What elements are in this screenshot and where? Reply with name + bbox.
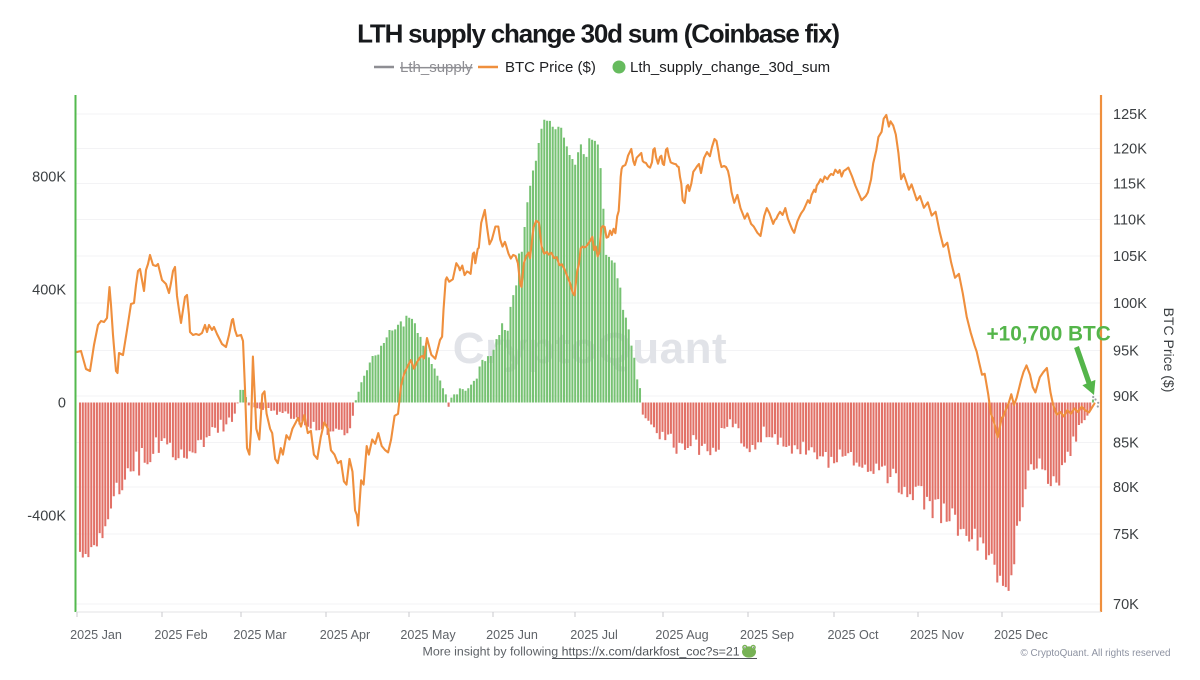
svg-text:75K: 75K — [1113, 527, 1139, 543]
svg-text:More insight by following http: More insight by following https://x.com/… — [423, 645, 740, 659]
svg-text:2025 Oct: 2025 Oct — [827, 628, 879, 642]
svg-text:120K: 120K — [1113, 142, 1147, 158]
svg-text:2025 Aug: 2025 Aug — [655, 628, 708, 642]
svg-text:2025 Dec: 2025 Dec — [994, 628, 1048, 642]
svg-text:70K: 70K — [1113, 597, 1139, 613]
svg-text:90K: 90K — [1113, 389, 1139, 405]
svg-text:105K: 105K — [1113, 249, 1147, 265]
svg-text:85K: 85K — [1113, 436, 1139, 452]
svg-text:2025 Jan: 2025 Jan — [70, 628, 122, 642]
svg-text:2025 Jul: 2025 Jul — [570, 628, 618, 642]
svg-text:LTH supply change 30d sum (Coi: LTH supply change 30d sum (Coinbase fix) — [357, 19, 839, 49]
svg-text:400K: 400K — [32, 283, 66, 299]
svg-text:800K: 800K — [32, 170, 66, 186]
svg-text:2025 Jun: 2025 Jun — [486, 628, 538, 642]
svg-text:80K: 80K — [1113, 480, 1139, 496]
svg-text:2025 Apr: 2025 Apr — [320, 628, 370, 642]
svg-text:95K: 95K — [1113, 344, 1139, 360]
svg-text:BTC Price ($): BTC Price ($) — [1161, 308, 1177, 393]
svg-text:110K: 110K — [1113, 213, 1146, 229]
svg-text:115K: 115K — [1113, 177, 1146, 193]
svg-text:+10,700 BTC: +10,700 BTC — [987, 323, 1111, 346]
svg-text:2025 Sep: 2025 Sep — [740, 628, 794, 642]
svg-text:Lth_supply_change_30d_sum: Lth_supply_change_30d_sum — [630, 59, 830, 76]
svg-text:100K: 100K — [1113, 296, 1147, 312]
svg-text:BTC Price ($): BTC Price ($) — [505, 59, 596, 76]
svg-text:125K: 125K — [1113, 107, 1147, 123]
svg-text:2025 Feb: 2025 Feb — [154, 628, 207, 642]
svg-text:2025 Mar: 2025 Mar — [233, 628, 286, 642]
svg-text:0: 0 — [58, 396, 66, 412]
svg-text:Lth_supply: Lth_supply — [400, 59, 473, 76]
svg-text:-400K: -400K — [27, 509, 66, 525]
svg-text:© CryptoQuant. All rights rese: © CryptoQuant. All rights reserved — [1021, 648, 1171, 659]
svg-text:2025 May: 2025 May — [400, 628, 456, 642]
svg-text:2025 Nov: 2025 Nov — [910, 628, 965, 642]
